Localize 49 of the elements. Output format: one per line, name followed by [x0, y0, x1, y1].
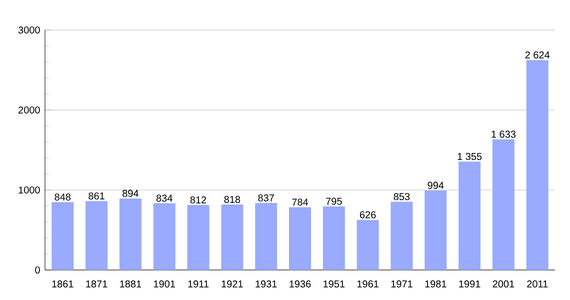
x-tick-label: 1901: [154, 280, 176, 288]
data-label: 818: [224, 196, 240, 203]
data-label: 853: [394, 193, 410, 200]
x-tick-label: 1961: [357, 280, 378, 288]
data-label: 837: [258, 194, 274, 202]
y-tick-label: 3000: [18, 26, 40, 34]
bar: [356, 220, 379, 270]
data-label: 848: [54, 193, 71, 201]
y-tick-label: 1000: [18, 186, 40, 194]
x-tick-label: 1991: [459, 280, 480, 288]
data-label: 795: [326, 198, 342, 205]
x-tick-label: 1971: [391, 280, 412, 288]
bar: [255, 203, 278, 270]
data-label: 626: [360, 211, 376, 218]
x-tick-label: 2001: [492, 280, 514, 288]
data-label: 1 633: [492, 130, 516, 138]
bar: [119, 198, 142, 270]
x-tick-label: 1881: [120, 280, 142, 288]
x-tick-label: 1931: [256, 280, 277, 288]
bar: [492, 139, 514, 270]
data-label: 1 355: [458, 152, 482, 160]
bar: [390, 202, 413, 270]
x-tick-label: 2011: [527, 280, 548, 288]
data-label: 861: [88, 192, 104, 200]
data-label: 834: [156, 194, 172, 202]
bar: [187, 205, 210, 270]
bar: [424, 190, 447, 270]
x-tick-label: 1921: [222, 280, 243, 288]
x-tick-label: 1861: [52, 280, 74, 288]
data-label: 894: [122, 190, 139, 197]
x-tick-label: 1951: [324, 280, 345, 288]
bar: [526, 60, 548, 270]
y-tick-label: 2000: [18, 106, 40, 114]
bar: [153, 203, 176, 270]
data-label: 784: [292, 198, 308, 206]
y-tick-label: 0: [35, 266, 40, 274]
data-label: 2 624: [525, 51, 550, 58]
data-label: 812: [190, 196, 206, 204]
data-label: 994: [428, 182, 444, 189]
bar: [322, 206, 345, 270]
x-tick-label: 1911: [188, 280, 209, 288]
x-tick-label: 1936: [290, 280, 311, 288]
bar: [52, 202, 74, 270]
x-tick-label: 1871: [86, 280, 108, 288]
x-tick-label: 1981: [425, 280, 446, 288]
bar: [221, 204, 244, 270]
bar: [86, 201, 108, 270]
bar: [289, 207, 312, 270]
bar: [458, 162, 481, 270]
